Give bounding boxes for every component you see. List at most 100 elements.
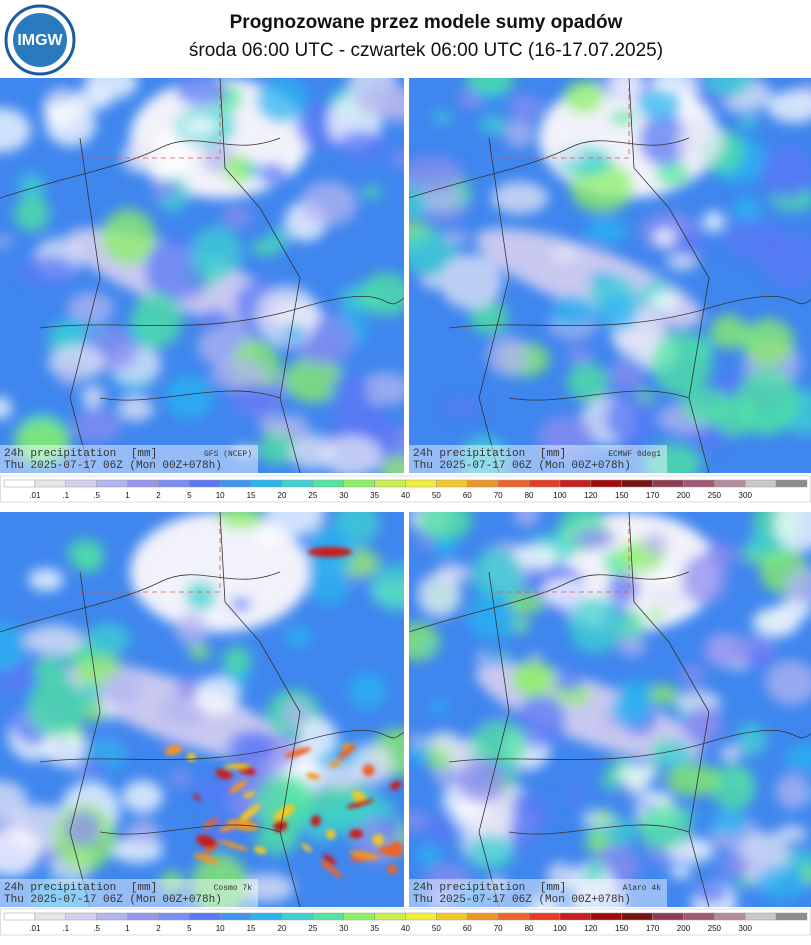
precip-blob xyxy=(665,253,699,271)
colorbar-label: 35 xyxy=(370,491,379,500)
precip-blob xyxy=(417,512,473,541)
model-name: Cosmo 7k xyxy=(214,884,253,893)
colorbar-box xyxy=(559,479,592,488)
precip-blob xyxy=(669,865,692,879)
precip-blob xyxy=(74,552,103,573)
colorbar-label: 10 xyxy=(216,924,225,933)
heavy-blob xyxy=(229,780,247,794)
precip-blob xyxy=(117,395,154,422)
label-box xyxy=(409,445,667,473)
precip-blob xyxy=(221,205,253,228)
precip-blob xyxy=(359,372,404,406)
colorbar-box xyxy=(312,479,344,488)
precip-blob xyxy=(775,773,810,810)
precip-blob xyxy=(360,272,404,317)
precip-blob xyxy=(735,368,799,435)
precip-blob xyxy=(785,568,811,604)
colorbar-box xyxy=(497,912,530,921)
heavy-blob xyxy=(238,804,261,823)
precip-blob xyxy=(45,101,97,147)
precip-blob xyxy=(257,530,280,547)
colorbar-box xyxy=(219,479,252,488)
precip-blob xyxy=(617,762,657,786)
colorbar-label: 30 xyxy=(339,491,348,500)
precip-blob xyxy=(381,455,404,473)
map-panel: 24h precipitation [mm] GFS (NCEP)Thu 2025… xyxy=(0,78,404,473)
unit-text: [mm] xyxy=(131,882,157,894)
precip-blob xyxy=(653,739,667,751)
colorbar-box xyxy=(683,912,715,921)
colorbar-label: 20 xyxy=(278,924,287,933)
precip-blob xyxy=(0,396,12,420)
precip-blob xyxy=(283,356,345,403)
precip-blob xyxy=(546,862,576,891)
colorbar-box xyxy=(590,912,622,921)
precip-blob xyxy=(234,445,255,458)
precip-blob xyxy=(563,80,604,114)
precip-blob xyxy=(240,873,295,903)
grid-frame xyxy=(489,522,630,593)
precip-blob xyxy=(258,414,294,435)
colorbar-box xyxy=(528,912,561,921)
colorbar-label: 50 xyxy=(432,924,441,933)
colorbar-label: 150 xyxy=(615,491,629,500)
precip-blob xyxy=(607,359,645,390)
colorbar-box xyxy=(405,912,437,921)
colorbar-label: 170 xyxy=(646,491,660,500)
precip-blob xyxy=(189,644,211,661)
logo: IMGW xyxy=(4,4,76,76)
precip-blob xyxy=(531,896,561,907)
colorbar-label: 80 xyxy=(525,924,534,933)
precip-blob xyxy=(515,694,566,749)
model-name: ECMWF 0deg1 xyxy=(608,450,661,459)
precip-blob xyxy=(511,669,542,688)
colorbar-label: 50 xyxy=(432,491,441,500)
precip-blob xyxy=(470,720,527,770)
precip-blob xyxy=(718,853,750,877)
precip-blob xyxy=(361,185,382,199)
heavy-blob xyxy=(273,819,288,833)
precip-blob xyxy=(82,757,108,774)
border xyxy=(448,295,811,329)
border xyxy=(508,824,690,835)
precip-blob xyxy=(467,593,520,640)
precip-blob xyxy=(81,384,105,410)
precip-blob xyxy=(41,727,86,766)
precip-blob xyxy=(589,272,616,286)
colorbar-label: 25 xyxy=(308,924,317,933)
precip-blob xyxy=(471,548,524,602)
precip-blob xyxy=(550,295,595,329)
precip-blob xyxy=(693,879,728,905)
colorbar-box xyxy=(250,479,283,488)
colorbar-box xyxy=(3,912,36,921)
precip-blob xyxy=(314,762,365,789)
unit-text: [mm] xyxy=(540,882,566,894)
precip-blob xyxy=(551,245,578,264)
heavy-blob xyxy=(319,860,343,878)
label-box xyxy=(409,879,667,907)
panel-label: 24h precipitation [mm] xyxy=(4,882,157,894)
precip-blob xyxy=(436,563,470,584)
precip-blob xyxy=(702,632,745,668)
precip-blob xyxy=(256,78,308,123)
precip-blob xyxy=(511,543,557,569)
colorbar-box xyxy=(775,912,808,921)
grid-frame xyxy=(80,88,221,159)
colorbar-label: 170 xyxy=(646,924,660,933)
precip-blob xyxy=(470,301,510,335)
colorbar-label: 30 xyxy=(339,924,348,933)
colorbar-box xyxy=(65,912,97,921)
colorbar-label: 300 xyxy=(739,491,753,500)
border xyxy=(99,824,281,835)
precip-blob xyxy=(351,743,394,786)
colorbar-box xyxy=(467,479,499,488)
precip-blob xyxy=(618,581,638,602)
model-name: GFS (NCEP) xyxy=(204,450,252,459)
precip-blob xyxy=(719,745,742,761)
precip-blob xyxy=(282,698,312,730)
precip-blob xyxy=(479,115,507,135)
colorbar-label: .5 xyxy=(93,491,100,500)
